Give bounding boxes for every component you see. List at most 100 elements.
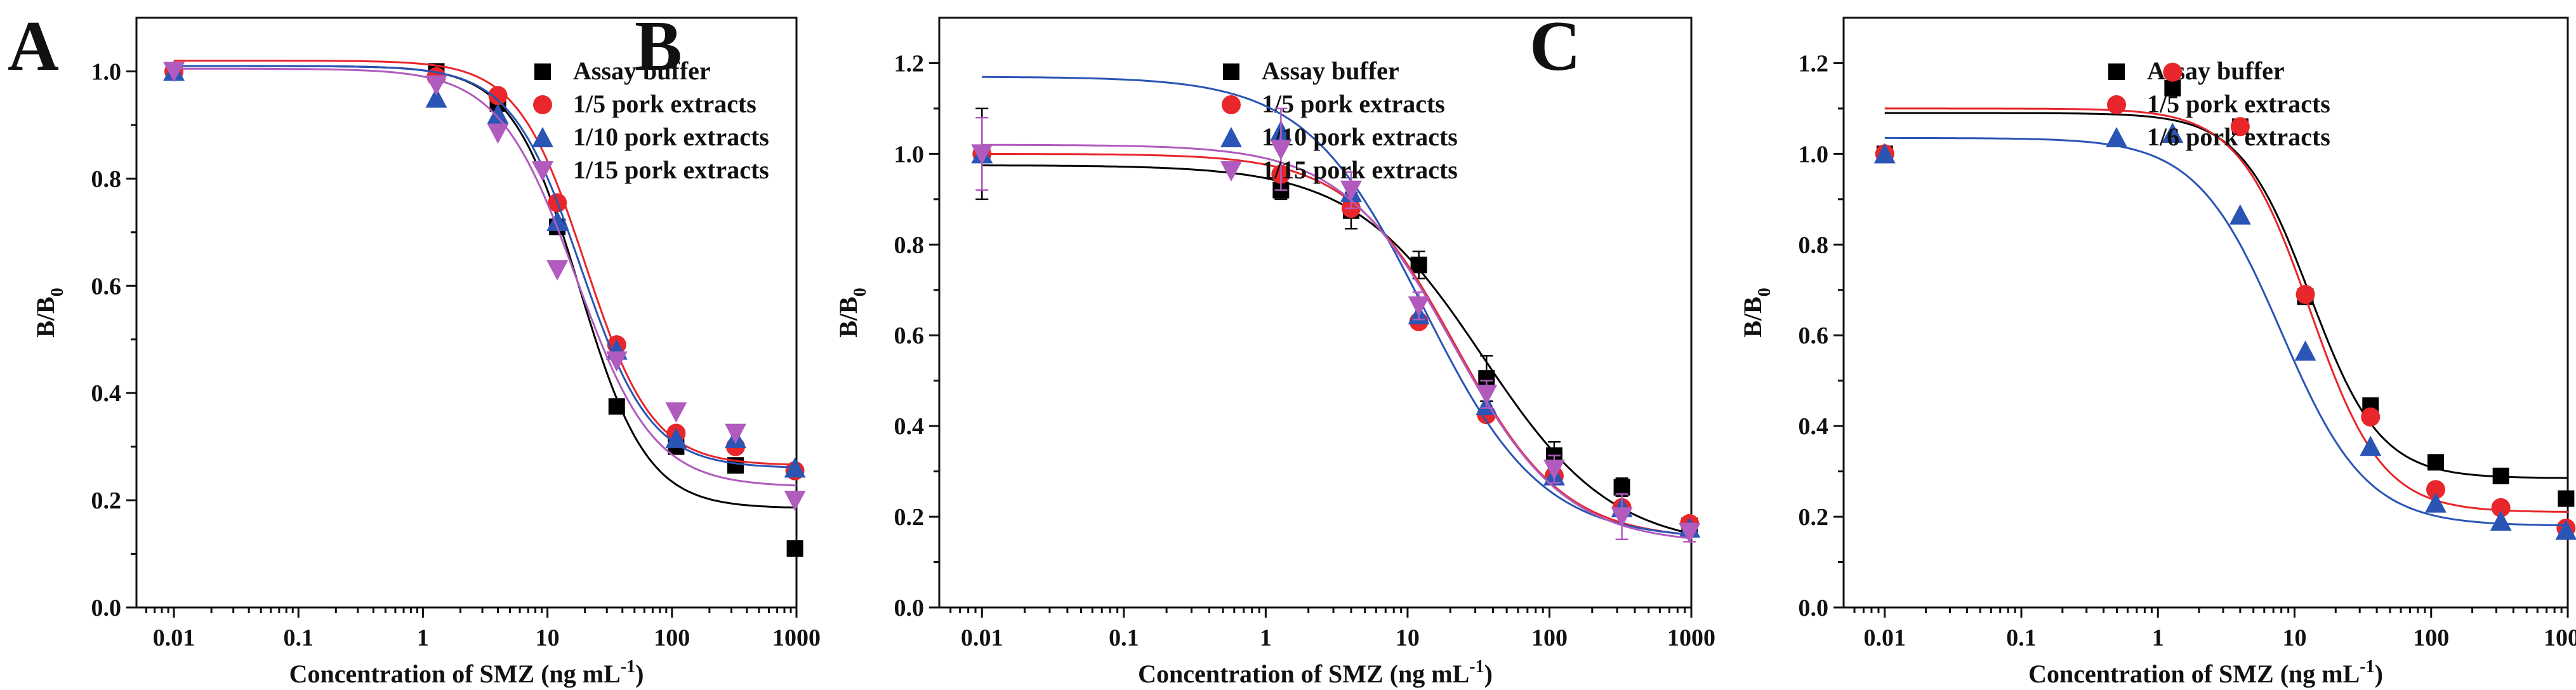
- x-tick-label: 0.1: [2006, 625, 2037, 651]
- data-point: [425, 75, 447, 96]
- data-point: [1543, 460, 1565, 480]
- data-point: [2360, 435, 2382, 456]
- plot-frame: [1842, 17, 2569, 609]
- y-tick-label: 0.2: [894, 504, 925, 531]
- data-point: [971, 144, 993, 165]
- data-point: [1611, 507, 1633, 528]
- legend-label: 1/15 pork extracts: [573, 156, 769, 184]
- data-point: [605, 351, 628, 372]
- x-tick-label: 100: [1531, 625, 1568, 651]
- data-point: [725, 423, 746, 444]
- y-tick-label: 0.8: [1799, 232, 1829, 258]
- data-point: [546, 210, 569, 231]
- x-tick-label: 1000: [2544, 625, 2576, 651]
- panel-letter: B: [635, 7, 682, 86]
- data-point: [546, 260, 569, 281]
- legend-marker: [2106, 127, 2127, 147]
- panel-a: 0.01 0.1 1 10 100 1000 0.0 0.2 0.4 0.6 0.8 1.0 Conce…: [8, 7, 821, 688]
- y-tick-label: 0.0: [894, 595, 925, 621]
- legend-marker: [1220, 161, 1242, 182]
- legend-marker: [1223, 63, 1239, 80]
- y-tick-label: 0.2: [91, 488, 122, 514]
- data-point: [488, 86, 508, 105]
- series-4: [163, 62, 806, 512]
- series-2: [972, 144, 1700, 536]
- data-point: [2295, 284, 2315, 304]
- x-tick-label: 1000: [772, 625, 821, 651]
- y-tick-label: 0.6: [1799, 322, 1829, 349]
- x-tick-label: 10: [536, 625, 560, 651]
- x-tick-label: 0.01: [1864, 625, 1906, 651]
- fit-curve: [174, 67, 797, 487]
- plot-frame: [938, 17, 1693, 609]
- panel-c: 0.01 0.1 1 10 100 1000 0.0 0.2 0.4 0.6 0.8 1.0 1.2 Co…: [1529, 7, 2576, 688]
- y-tick-label: 1.0: [1799, 141, 1829, 168]
- y-tick-label: 0.6: [894, 322, 925, 349]
- legend-marker: [1220, 127, 1242, 147]
- data-point: [2361, 407, 2381, 427]
- legend-marker: [532, 127, 553, 147]
- data-point: [2427, 454, 2444, 471]
- fit-curve: [982, 153, 1692, 536]
- data-point: [2425, 492, 2447, 513]
- data-point: [1873, 143, 1896, 164]
- data-point: [784, 457, 806, 478]
- data-point: [1410, 256, 1427, 274]
- x-tick-label: 0.01: [961, 625, 1003, 651]
- y-tick-label: 1.0: [894, 141, 925, 168]
- data-point: [784, 491, 806, 512]
- data-point: [1476, 385, 1498, 406]
- data-point: [2555, 519, 2576, 540]
- fit-curve: [174, 60, 797, 466]
- legend-marker: [533, 95, 552, 114]
- data-point: [163, 62, 185, 83]
- panel-letter: C: [1529, 7, 1581, 86]
- fit-curve: [982, 143, 1692, 540]
- legend-label: Assay buffer: [573, 56, 711, 85]
- y-axis-title: B/B0: [834, 288, 870, 337]
- fit-curve: [1884, 107, 2568, 513]
- y-tick-label: 0.4: [1799, 413, 1829, 440]
- y-tick-label: 0.2: [1799, 504, 1829, 531]
- legend-label: 1/5 pork extracts: [573, 90, 756, 118]
- x-tick-label: 0.1: [1109, 625, 1139, 651]
- data-point: [2294, 340, 2316, 361]
- fit-curve: [982, 76, 1692, 536]
- y-tick-label: 0.8: [91, 166, 122, 192]
- data-point: [665, 402, 687, 423]
- x-tick-label: 1000: [1667, 625, 1715, 651]
- x-tick-label: 100: [654, 625, 690, 651]
- y-axis-title: B/B0: [31, 288, 67, 337]
- legend-label: 1/5 pork extracts: [2147, 90, 2330, 118]
- y-tick-label: 0.0: [1799, 595, 1829, 621]
- x-tick-label: 1: [2152, 625, 2164, 651]
- legend-marker: [532, 161, 553, 182]
- data-point: [2558, 490, 2575, 507]
- x-axis-title: Concentration of SMZ (ng mL-1): [2028, 657, 2383, 688]
- fit-curve: [1884, 136, 2568, 527]
- data-point: [665, 428, 687, 448]
- legend-label: 1/10 pork extracts: [573, 123, 769, 151]
- y-tick-label: 0.4: [894, 413, 925, 440]
- series-4: [971, 107, 1701, 544]
- x-tick-label: 1: [417, 625, 429, 651]
- legend-label: 1/15 pork extracts: [1262, 156, 1458, 184]
- fit-curve: [174, 65, 797, 468]
- data-point: [1270, 140, 1292, 161]
- plot-frame: [135, 17, 798, 609]
- data-point: [487, 103, 509, 124]
- data-point: [1613, 479, 1630, 496]
- legend-marker: [2107, 95, 2126, 114]
- y-tick-label: 0.6: [91, 273, 122, 300]
- data-point: [2229, 204, 2251, 225]
- series-3: [1873, 123, 2576, 540]
- y-tick-label: 1.2: [894, 50, 925, 77]
- legend-label: 1/6 pork extracts: [2147, 123, 2330, 151]
- data-point: [2426, 480, 2445, 500]
- y-tick-label: 1.0: [91, 58, 122, 85]
- x-tick-label: 10: [2283, 625, 2307, 651]
- panel-b: 0.01 0.1 1 10 100 1000 0.0 0.2 0.4 0.6 0.8 1.0 1.2 Co…: [635, 7, 1715, 688]
- y-tick-label: 0.4: [91, 380, 122, 407]
- data-point: [786, 540, 803, 557]
